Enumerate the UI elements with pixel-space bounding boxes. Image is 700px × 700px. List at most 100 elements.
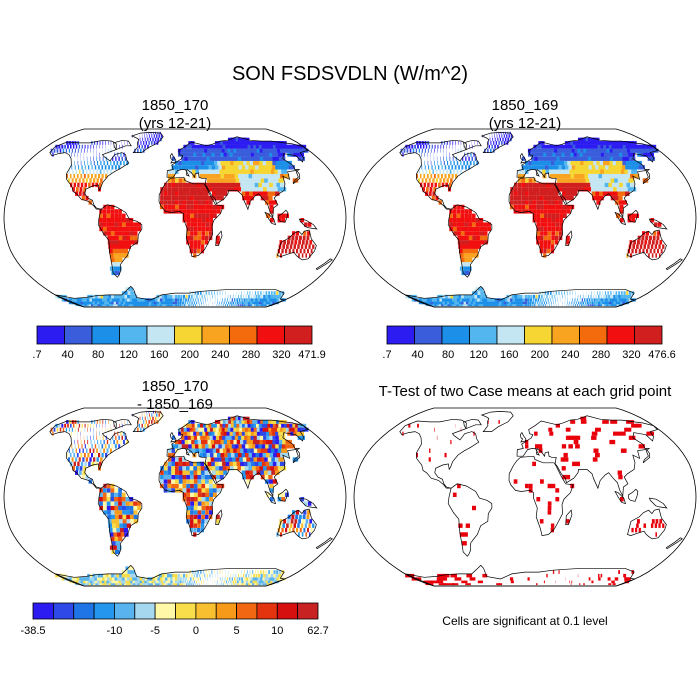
map-cell [453, 160, 455, 166]
map-cell [462, 156, 464, 161]
map-cell [190, 298, 192, 302]
map-cell [633, 240, 637, 245]
map-cell [434, 165, 436, 170]
map-cell [195, 298, 197, 302]
map-cell [588, 173, 593, 179]
map-cell [260, 457, 266, 462]
map-cell [252, 191, 258, 196]
map-cell [225, 444, 230, 449]
map-cell [234, 452, 240, 458]
map-cell [93, 439, 95, 445]
colorbar-box [297, 602, 319, 620]
map-cell [599, 191, 604, 196]
colorbar-tick-label: 200 [181, 349, 199, 361]
map-cell [210, 439, 216, 445]
map-cell [106, 213, 111, 218]
map-cell [129, 501, 134, 506]
map-cell [250, 169, 256, 174]
map-cell [188, 169, 193, 174]
map-cell [612, 298, 616, 302]
map-cell [585, 165, 590, 170]
panel3-title-line1: 1850_170 [141, 378, 209, 395]
map-cell [231, 452, 236, 458]
map-cell [202, 431, 207, 436]
panel3-title: 1850_170 - 1850_169 [75, 378, 275, 414]
map-cell [559, 218, 563, 223]
map-cell [140, 148, 142, 153]
map-cell [569, 191, 574, 196]
coastlines [399, 132, 683, 308]
map-cell [616, 304, 621, 307]
map-cell [103, 209, 107, 214]
map-cell [527, 294, 531, 299]
map-cell [266, 435, 273, 440]
map-cell [452, 492, 457, 497]
map-cell [591, 152, 598, 157]
map-cell [469, 240, 474, 245]
map-cell [205, 492, 210, 497]
map-cell [206, 173, 211, 179]
map-cell [171, 488, 175, 493]
map-cell [583, 304, 585, 307]
map-cell [610, 298, 614, 302]
map-cell [562, 204, 567, 210]
map-cell [206, 294, 208, 299]
map-cell [200, 470, 205, 475]
map-cell [610, 191, 615, 196]
coastline-madagascar [565, 509, 573, 525]
map-cell [489, 304, 494, 307]
map-cell [201, 492, 206, 497]
map-cell [265, 479, 270, 484]
map-cell [148, 420, 150, 424]
map-cell [93, 178, 96, 183]
map-cell [182, 195, 187, 201]
map-cell [547, 160, 552, 166]
map-cell [594, 156, 600, 161]
map-cell [228, 144, 234, 149]
map-cell [281, 248, 284, 254]
map-cell [252, 466, 257, 471]
map-cell [118, 231, 123, 236]
map-cell [465, 262, 471, 267]
map-cell [200, 298, 201, 302]
map-cell [527, 577, 530, 581]
map-cell [265, 160, 272, 166]
map-cell [234, 298, 236, 302]
map-cell [209, 294, 211, 299]
map-cell [518, 169, 522, 174]
map-cell [114, 497, 119, 502]
map-cell [497, 144, 499, 149]
map-cell [236, 148, 242, 153]
map-cell [170, 301, 173, 305]
map-cell [428, 165, 430, 170]
map-cell [197, 195, 202, 201]
map-cell [112, 248, 117, 254]
map-cell [206, 156, 211, 161]
map-cell [522, 304, 525, 307]
map-cell [613, 431, 620, 436]
map-cell [280, 253, 282, 258]
map-cell [82, 191, 86, 196]
map-cell [171, 448, 175, 453]
map-cell [239, 427, 245, 432]
map-cell [101, 173, 104, 179]
map-cell [189, 523, 194, 528]
map-cell [182, 213, 187, 218]
map-cell [125, 510, 130, 515]
map-cell [186, 226, 191, 232]
map-cell [105, 452, 108, 458]
map-cell [299, 248, 302, 254]
map-cell [285, 439, 292, 445]
map-cell [202, 577, 204, 581]
map-cell [110, 160, 112, 166]
map-cell [579, 304, 581, 307]
coastline-japan [292, 448, 301, 464]
map-cell [509, 298, 514, 302]
map-cell [107, 235, 112, 241]
map-cell [186, 235, 190, 241]
map-cell [192, 448, 196, 453]
map-cell [234, 435, 240, 440]
map-cell [154, 416, 157, 421]
map-cell [535, 165, 539, 170]
map-cell [153, 141, 156, 145]
